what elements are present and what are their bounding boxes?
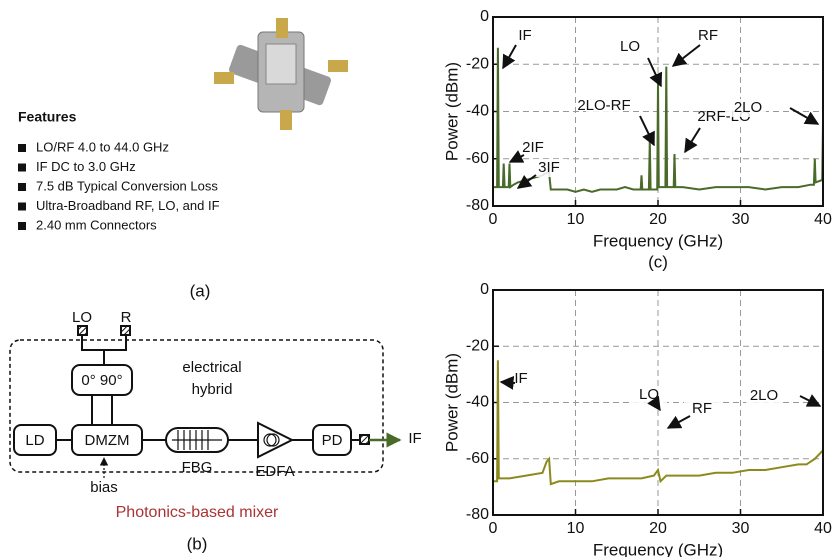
annotation-bg — [690, 27, 726, 45]
x-tick-label: 0 — [489, 520, 498, 537]
annotation-arrow — [647, 57, 663, 88]
plot-frame — [492, 16, 824, 207]
port-label: R — [121, 309, 132, 326]
port-label: LO — [72, 309, 92, 326]
x-axis-title: Frequency (GHz) — [593, 231, 723, 250]
annotation: IF — [518, 27, 531, 44]
hybrid-block: 0° 90° — [81, 372, 122, 389]
x-tick-label: 20 — [649, 211, 667, 228]
annotation-arrow — [684, 127, 701, 154]
product-photo — [214, 18, 348, 130]
annotation-arrow — [508, 150, 525, 163]
y-tick-label: -60 — [466, 150, 489, 167]
x-tick-label: 10 — [567, 211, 585, 228]
y-tick-label: -80 — [466, 506, 489, 523]
annotation-arrow — [647, 395, 661, 412]
features-title: Features — [18, 109, 77, 125]
annotation-arrow — [671, 44, 701, 67]
y-axis-title: Power (dBm) — [442, 62, 461, 161]
feature-item: 2.40 mm Connectors — [36, 217, 157, 232]
annotation: 2LO-RF — [577, 97, 630, 114]
y-tick-label: -40 — [466, 103, 489, 120]
x-tick-label: 30 — [732, 211, 750, 228]
y-tick-label: -20 — [466, 55, 489, 72]
annotation: RF — [692, 400, 712, 417]
block-label: DMZM — [85, 432, 130, 449]
fbg-label: FBG — [182, 459, 213, 476]
feature-item: LO/RF 4.0 to 44.0 GHz — [36, 139, 169, 154]
y-tick-label: 0 — [480, 8, 489, 25]
y-tick-label: -60 — [466, 450, 489, 467]
x-tick-label: 40 — [814, 211, 832, 228]
x-tick-label: 20 — [649, 520, 667, 537]
x-tick-label: 30 — [732, 520, 750, 537]
y-tick-label: -40 — [466, 394, 489, 411]
bullet — [18, 144, 26, 152]
annotation: IF — [514, 370, 527, 387]
annotation-bg — [684, 400, 720, 418]
annotation-arrow — [502, 44, 517, 70]
block-label: PD — [322, 432, 343, 449]
bullet — [18, 222, 26, 230]
annotation: 2IF — [522, 139, 544, 156]
panel-label: (b) — [187, 534, 208, 553]
spectrum-line — [493, 47, 824, 193]
annotation-arrow — [639, 115, 655, 147]
annotation-bg — [612, 38, 648, 56]
edfa-label: EDFA — [255, 463, 294, 480]
y-tick-label: -80 — [466, 197, 489, 214]
x-axis-title: Frequency (GHz) — [593, 540, 723, 557]
annotation: 3IF — [538, 159, 560, 176]
x-tick-label: 40 — [814, 520, 832, 537]
x-tick-label: 0 — [489, 211, 498, 228]
block-label: LD — [25, 432, 44, 449]
annotation-bg — [586, 97, 622, 115]
annotation: RF — [698, 27, 718, 44]
annotation: 2LO — [750, 387, 778, 404]
annotation-bg — [730, 99, 766, 117]
diagram-caption: Photonics-based mixer — [116, 504, 279, 521]
annotation-arrow — [799, 394, 822, 407]
y-axis-title: Power (dBm) — [442, 353, 461, 452]
annotation-arrow — [666, 415, 691, 429]
hybrid-label: hybrid — [192, 381, 233, 398]
annotation: 2LO — [734, 99, 762, 116]
plot-frame — [492, 289, 824, 516]
hybrid-label: electrical — [182, 359, 241, 376]
annotation-bg — [507, 27, 543, 45]
bullet — [18, 163, 26, 172]
x-tick-label: 10 — [567, 520, 585, 537]
annotation: LO — [620, 38, 640, 55]
y-tick-label: 0 — [480, 281, 489, 298]
y-tick-label: -20 — [466, 337, 489, 354]
feature-item: 7.5 dB Typical Conversion Loss — [36, 178, 218, 193]
panel-label: (a) — [190, 281, 211, 300]
annotation-arrow — [789, 107, 820, 125]
spectrum-line — [493, 360, 824, 486]
feature-item: Ultra-Broadband RF, LO, and IF — [36, 198, 220, 213]
feature-item: IF DC to 3.0 GHz — [36, 159, 136, 174]
annotation-arrow — [516, 174, 537, 189]
annotation: LO — [639, 386, 659, 403]
panel-label: (c) — [648, 252, 668, 271]
annotation-bg — [746, 387, 782, 405]
diagram — [9, 325, 402, 478]
annotation-arrow — [499, 375, 516, 390]
bullet — [18, 202, 26, 211]
bias-label: bias — [90, 479, 118, 496]
bullet — [18, 183, 26, 191]
output-label: IF — [408, 430, 421, 447]
annotation-bg — [531, 159, 567, 177]
